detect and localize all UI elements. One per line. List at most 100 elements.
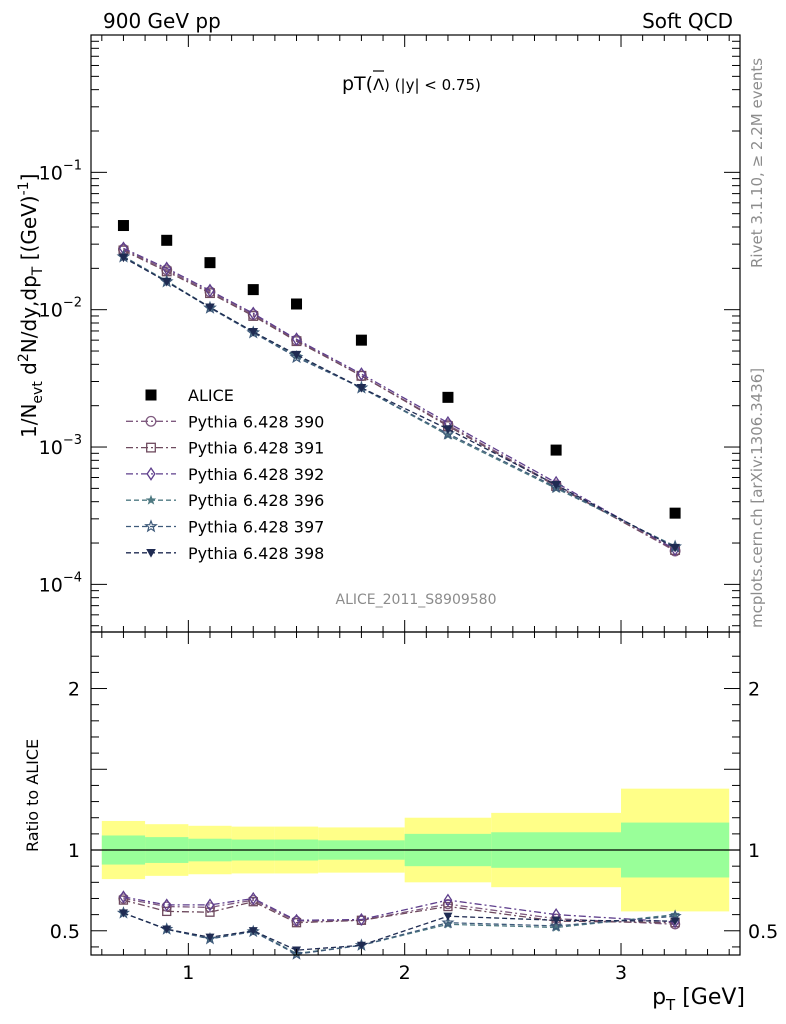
legend: ALICE Pythia 6.428 390 Pythia 6.428 391 Pyt… bbox=[126, 386, 324, 563]
main-panel: 10−1 10−2 10−3 10−4 bbox=[39, 34, 741, 633]
legend-label: Pythia 6.428 396 bbox=[188, 491, 324, 510]
legend-marker bbox=[145, 389, 157, 401]
main-point-0-4 bbox=[291, 298, 303, 310]
main-point-6-6 bbox=[443, 425, 453, 434]
legend-entry-2: Pythia 6.428 391 bbox=[126, 439, 324, 458]
ratio-panel: 1 2 3 0.5 0.5 1 1 2 2 bbox=[50, 35, 778, 984]
main-point-6-8 bbox=[670, 543, 680, 553]
ratio-point-5-7 bbox=[551, 916, 561, 925]
legend-label: Pythia 6.428 398 bbox=[188, 544, 324, 563]
ratio-point-5-1 bbox=[162, 925, 172, 934]
legend-entry-6: Pythia 6.428 398 bbox=[126, 544, 324, 563]
ratio-point-3-6 bbox=[443, 919, 453, 929]
main-point-6-1 bbox=[161, 277, 172, 287]
main-point-0-0 bbox=[117, 220, 129, 232]
ratio-point-5-2 bbox=[205, 933, 215, 942]
x-tick-label: 2 bbox=[399, 962, 411, 984]
analysis-label: ALICE_2011_S8909580 bbox=[336, 592, 497, 608]
ratio-point-4-7 bbox=[549, 919, 563, 932]
legend-label: Pythia 6.428 392 bbox=[188, 465, 324, 484]
rivet-label: Rivet 3.1.10, ≥ 2.2M events bbox=[748, 58, 766, 268]
ratio-ylabel: Ratio to ALICE bbox=[23, 739, 42, 852]
main-point-3-3 bbox=[248, 306, 258, 321]
legend-entry-5: Pythia 6.428 397 bbox=[126, 518, 324, 537]
main-point-3-1 bbox=[162, 261, 172, 276]
legend-marker bbox=[146, 442, 156, 453]
main-series-line-6 bbox=[123, 256, 676, 549]
ratio-series-line-0 bbox=[123, 897, 676, 925]
x-axis-label: pT [GeV] bbox=[652, 985, 745, 1014]
main-point-0-6 bbox=[442, 391, 454, 403]
ratio-point-0-2 bbox=[204, 902, 216, 913]
main-point-0-3 bbox=[247, 284, 259, 296]
legend-label: ALICE bbox=[188, 386, 234, 405]
ratio-point-1-6 bbox=[443, 901, 453, 912]
ratio-y-tick-label-right: 0.5 bbox=[748, 921, 778, 943]
x-tick-label: 1 bbox=[182, 962, 194, 984]
legend-marker bbox=[146, 466, 156, 481]
main-series-line-3 bbox=[123, 247, 676, 550]
mcplots-label: mcplots.cern.ch [arXiv:1306.3436] bbox=[748, 368, 766, 628]
ratio-series-line-5 bbox=[123, 912, 676, 951]
ratio-point-3-8 bbox=[670, 909, 681, 919]
main-point-6-3 bbox=[248, 327, 259, 337]
ratio-point-1-3 bbox=[248, 897, 258, 907]
main-point-3-4 bbox=[291, 332, 302, 347]
ratio-y-tick-label-right: 1 bbox=[748, 840, 760, 862]
legend-label: Pythia 6.428 391 bbox=[188, 439, 324, 458]
ratio-point-5-5 bbox=[356, 941, 366, 950]
main-point-5-4 bbox=[289, 350, 304, 364]
ratio-point-2-5 bbox=[357, 912, 366, 927]
ratio-series-line-2 bbox=[123, 896, 676, 923]
ratio-point-1-1 bbox=[162, 906, 172, 917]
title-rest: ) (|y| < 0.75) bbox=[384, 76, 481, 94]
ratio-point-2-6 bbox=[443, 893, 453, 907]
main-title: pT(Λ) (|y| < 0.75) bbox=[342, 70, 481, 95]
ratio-point-2-3 bbox=[248, 891, 258, 906]
main-point-6-0 bbox=[118, 253, 129, 263]
main-point-4-6 bbox=[442, 429, 454, 440]
main-point-6-4 bbox=[291, 350, 302, 360]
ratio-series-line-1 bbox=[123, 899, 676, 924]
main-point-3-2 bbox=[205, 283, 215, 298]
main-y-tick-label: 10−3 bbox=[39, 433, 82, 459]
main-point-6-7 bbox=[551, 481, 561, 490]
legend-label: Pythia 6.428 390 bbox=[188, 412, 324, 431]
main-point-5-6 bbox=[441, 426, 455, 440]
legend-entry-0: ALICE bbox=[145, 386, 234, 405]
legend-marker bbox=[145, 415, 157, 427]
ratio-point-1-2 bbox=[205, 907, 215, 917]
ratio-point-4-4 bbox=[289, 947, 304, 960]
ratio-point-2-2 bbox=[205, 898, 215, 912]
main-point-6-5 bbox=[356, 383, 367, 393]
main-frame bbox=[90, 34, 741, 633]
ratio-point-2-0 bbox=[119, 890, 128, 904]
energy-label: 900 GeV pp bbox=[103, 9, 221, 33]
ratio-series-line-3 bbox=[123, 912, 676, 955]
legend-marker bbox=[145, 494, 157, 505]
ratio-point-5-3 bbox=[248, 927, 258, 936]
ratio-point-2-4 bbox=[292, 913, 301, 927]
legend-entry-1: Pythia 6.428 390 bbox=[126, 412, 324, 431]
ratio-frame bbox=[90, 631, 741, 956]
title-main: pT( bbox=[342, 73, 373, 95]
ratio-point-3-7 bbox=[551, 922, 562, 932]
ratio-point-1-0 bbox=[118, 895, 129, 905]
main-y-tick-label: 10−2 bbox=[39, 296, 82, 322]
main-point-0-1 bbox=[161, 234, 173, 246]
ratio-y-tick-label-left: 1 bbox=[68, 840, 80, 862]
legend-entry-3: Pythia 6.428 392 bbox=[126, 465, 324, 484]
main-series-line-1 bbox=[123, 248, 676, 552]
svg-text:pT(Λ) (|y| < 0.75): pT(Λ) (|y| < 0.75) bbox=[342, 73, 481, 95]
ratio-point-2-1 bbox=[162, 898, 172, 912]
main-point-6-2 bbox=[205, 303, 215, 313]
process-label: Soft QCD bbox=[642, 9, 733, 33]
ratio-series-line-4 bbox=[123, 912, 676, 955]
ratio-y-tick-label-left: 0.5 bbox=[50, 921, 80, 943]
ratio-y-tick-label-left: 2 bbox=[68, 679, 80, 701]
legend-label: Pythia 6.428 397 bbox=[188, 518, 324, 537]
ratio-point-5-8 bbox=[670, 917, 680, 926]
ratio-point-5-6 bbox=[443, 912, 453, 921]
ratio-point-4-6 bbox=[441, 915, 455, 929]
